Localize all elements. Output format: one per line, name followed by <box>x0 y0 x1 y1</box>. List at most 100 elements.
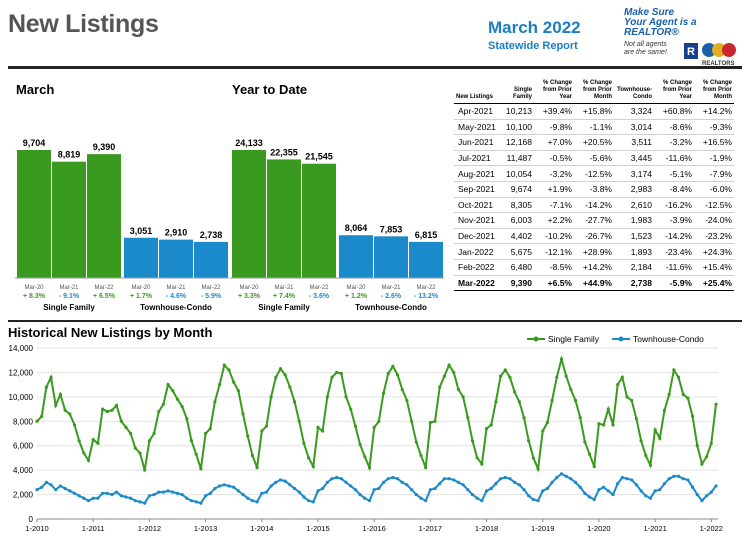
bar-value-label: 3,051 <box>130 226 153 236</box>
data-point <box>161 402 166 406</box>
data-point <box>63 408 67 412</box>
data-point <box>246 434 250 438</box>
y-tick-label: 10,000 <box>9 393 34 402</box>
data-point <box>311 500 315 504</box>
data-point <box>690 485 695 489</box>
data-point <box>363 455 367 459</box>
data-point <box>625 395 629 399</box>
bar-group-label: Townhouse-Condo <box>140 303 212 312</box>
bar-change-label: + 3.3% <box>238 293 261 300</box>
table-cell: 5,675 <box>498 243 534 260</box>
historical-line-chart: Historical New Listings by Month Single … <box>8 325 723 533</box>
data-point <box>555 375 559 379</box>
data-point <box>550 480 554 484</box>
table-cell: Feb-2022 <box>454 259 498 276</box>
data-point <box>307 499 311 503</box>
data-point <box>255 466 259 470</box>
data-point <box>208 427 212 431</box>
bar-value-label: 2,738 <box>200 230 223 240</box>
data-point <box>208 491 212 495</box>
data-point <box>573 480 578 484</box>
data-point <box>199 467 203 471</box>
table-cell: 10,213 <box>498 103 534 120</box>
table-col-header: Townhouse-Condo <box>614 80 654 104</box>
data-point <box>508 375 512 379</box>
data-point <box>335 370 339 375</box>
table-row: Oct-2021 8,305 -7.1% -14.2% 2,610 -16.2% -12.5… <box>454 197 734 214</box>
data-point <box>494 400 498 404</box>
data-point <box>292 486 297 491</box>
table-cell: +20.5% <box>574 134 614 151</box>
table-col-header: % Change from Prior Month <box>694 80 734 104</box>
data-point <box>484 427 489 431</box>
data-point <box>709 441 713 445</box>
data-point <box>236 489 240 493</box>
table-cell: Jul-2021 <box>454 150 498 167</box>
data-point <box>311 464 315 469</box>
data-point <box>452 370 456 375</box>
bar-category-label: Mar-22 <box>309 285 329 291</box>
data-point <box>690 414 695 418</box>
data-point <box>133 499 137 503</box>
data-point <box>395 477 400 481</box>
table-cell: May-2021 <box>454 119 498 136</box>
ytd-bar-chart: Year to Date 24,133 Mar-20 + 3.3% 22,355 Mar… <box>230 82 444 312</box>
data-point <box>77 494 81 498</box>
data-point <box>447 363 451 367</box>
table-col-header: % Change from Prior Year <box>654 80 694 104</box>
table-cell: 3,324 <box>614 103 654 120</box>
data-point <box>124 425 128 429</box>
bar-category-label: Mar-20 <box>346 285 366 291</box>
data-point <box>377 486 381 491</box>
data-point <box>410 488 414 492</box>
table-col-header: New Listings <box>454 80 498 104</box>
bar-value-label: 22,355 <box>270 147 298 157</box>
data-point <box>349 407 353 411</box>
data-point <box>489 486 493 491</box>
table-col-header: % Change from Prior Month <box>574 80 614 104</box>
data-point <box>152 431 156 436</box>
data-point <box>58 484 63 488</box>
data-point <box>115 490 119 494</box>
data-point <box>433 486 437 491</box>
data-point <box>49 375 53 379</box>
table-cell: -9.3% <box>694 119 734 136</box>
march-chart-title: March <box>16 82 54 97</box>
table-cell: 1,893 <box>614 243 654 260</box>
data-point <box>667 392 671 397</box>
bar-category-label: Mar-21 <box>381 285 401 291</box>
table-cell: +14.2% <box>574 259 614 276</box>
table-cell: -23.2% <box>694 228 734 245</box>
data-point <box>503 475 507 480</box>
table-row: Aug-2021 10,054 -3.2% -12.5% 3,174 -5.1% -7.9% <box>454 165 734 182</box>
logo-small2: are the same! <box>624 49 667 56</box>
data-point <box>424 499 428 503</box>
data-point <box>147 439 151 443</box>
table-cell: -14.2% <box>654 228 694 245</box>
data-point <box>686 478 690 482</box>
data-point <box>714 484 718 488</box>
data-point <box>372 425 376 429</box>
x-tick-label: 1-2022 <box>700 524 723 533</box>
data-point <box>82 451 86 455</box>
data-point <box>143 468 147 472</box>
data-point <box>536 467 540 471</box>
table-cell: 2,738 <box>614 275 654 292</box>
table-cell: Jan-2022 <box>454 243 498 260</box>
data-point <box>377 419 381 423</box>
data-point <box>82 496 86 500</box>
bar <box>52 161 86 278</box>
data-point <box>161 490 166 494</box>
data-point <box>283 479 287 483</box>
data-point <box>564 374 568 378</box>
bar-change-label: - 3.6% <box>309 293 330 300</box>
data-point <box>35 419 39 423</box>
table-cell: Sep-2021 <box>454 181 498 198</box>
data-point <box>447 477 451 481</box>
table-cell: Nov-2021 <box>454 212 498 229</box>
data-point <box>358 492 362 497</box>
legend-label: Townhouse-Condo <box>633 334 704 344</box>
data-point <box>96 441 100 445</box>
data-point <box>143 501 147 505</box>
table-cell: -8.4% <box>654 181 694 198</box>
